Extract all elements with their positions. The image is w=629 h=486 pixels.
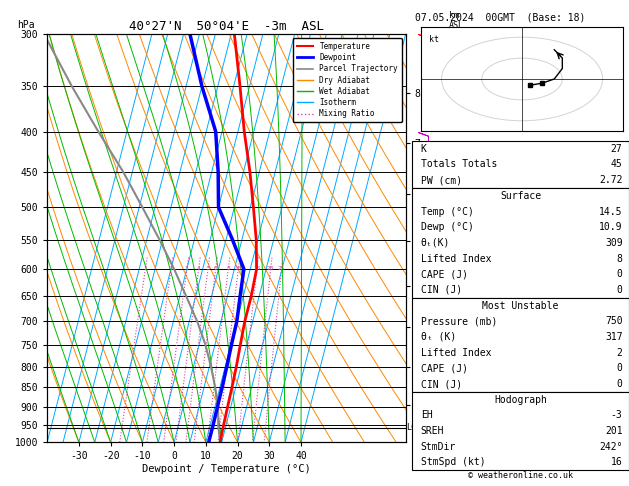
Text: 3: 3	[185, 266, 189, 271]
X-axis label: Dewpoint / Temperature (°C): Dewpoint / Temperature (°C)	[142, 464, 311, 474]
Text: 5: 5	[206, 266, 210, 271]
Text: StmDir: StmDir	[421, 442, 456, 452]
Text: 10.9: 10.9	[599, 222, 623, 232]
Text: Temp (°C): Temp (°C)	[421, 207, 474, 217]
Text: CAPE (J): CAPE (J)	[421, 269, 468, 279]
Text: CIN (J): CIN (J)	[421, 379, 462, 389]
Text: 317: 317	[605, 332, 623, 342]
Text: Pressure (mb): Pressure (mb)	[421, 316, 497, 326]
Text: 6: 6	[214, 266, 218, 271]
Text: 25: 25	[278, 266, 286, 271]
Text: 201: 201	[605, 426, 623, 436]
Text: Most Unstable: Most Unstable	[482, 301, 559, 311]
Text: 0: 0	[616, 364, 623, 373]
Text: PW (cm): PW (cm)	[421, 175, 462, 185]
Text: SREH: SREH	[421, 426, 444, 436]
Text: 750: 750	[605, 316, 623, 326]
Text: θₜ (K): θₜ (K)	[421, 332, 456, 342]
Text: 309: 309	[605, 238, 623, 248]
Text: Lifted Index: Lifted Index	[421, 347, 491, 358]
Text: km
ASL: km ASL	[448, 11, 464, 30]
Text: kt: kt	[430, 35, 440, 44]
Text: 1: 1	[143, 266, 147, 271]
Text: 0: 0	[616, 379, 623, 389]
Text: 2: 2	[616, 347, 623, 358]
Text: 242°: 242°	[599, 442, 623, 452]
Text: K: K	[421, 144, 426, 154]
Text: θₜ(K): θₜ(K)	[421, 238, 450, 248]
Text: -3: -3	[611, 410, 623, 420]
Text: 16: 16	[611, 457, 623, 468]
Text: 4: 4	[197, 266, 201, 271]
Bar	[412, 188, 629, 298]
Text: 27: 27	[611, 144, 623, 154]
Text: CAPE (J): CAPE (J)	[421, 364, 468, 373]
Text: © weatheronline.co.uk: © weatheronline.co.uk	[468, 471, 573, 480]
Text: 20: 20	[267, 266, 274, 271]
Text: 8: 8	[616, 254, 623, 263]
Text: Surface: Surface	[500, 191, 541, 201]
Text: hPa: hPa	[17, 20, 35, 30]
Text: 10: 10	[235, 266, 242, 271]
Text: 2.72: 2.72	[599, 175, 623, 185]
Text: CIN (J): CIN (J)	[421, 285, 462, 295]
Bar	[412, 392, 629, 470]
Text: Hodograph: Hodograph	[494, 395, 547, 405]
Title: 40°27'N  50°04'E  -3m  ASL: 40°27'N 50°04'E -3m ASL	[129, 20, 324, 33]
Text: StmSpd (kt): StmSpd (kt)	[421, 457, 486, 468]
Text: 15: 15	[253, 266, 261, 271]
Legend: Temperature, Dewpoint, Parcel Trajectory, Dry Adiabat, Wet Adiabat, Isotherm, Mi: Temperature, Dewpoint, Parcel Trajectory…	[292, 38, 402, 122]
Bar	[412, 298, 629, 392]
Bar	[412, 141, 629, 188]
Text: Totals Totals: Totals Totals	[421, 159, 497, 170]
Text: 8: 8	[226, 266, 230, 271]
Text: LCL: LCL	[406, 423, 421, 432]
Y-axis label: Mixing Ratio (g/kg): Mixing Ratio (g/kg)	[462, 187, 471, 289]
Text: 07.05.2024  00GMT  (Base: 18): 07.05.2024 00GMT (Base: 18)	[415, 12, 586, 22]
Text: 2: 2	[169, 266, 173, 271]
Text: 45: 45	[611, 159, 623, 170]
Text: 0: 0	[616, 269, 623, 279]
Text: 0: 0	[616, 285, 623, 295]
Text: 14.5: 14.5	[599, 207, 623, 217]
Text: Lifted Index: Lifted Index	[421, 254, 491, 263]
Text: EH: EH	[421, 410, 432, 420]
Text: Dewp (°C): Dewp (°C)	[421, 222, 474, 232]
